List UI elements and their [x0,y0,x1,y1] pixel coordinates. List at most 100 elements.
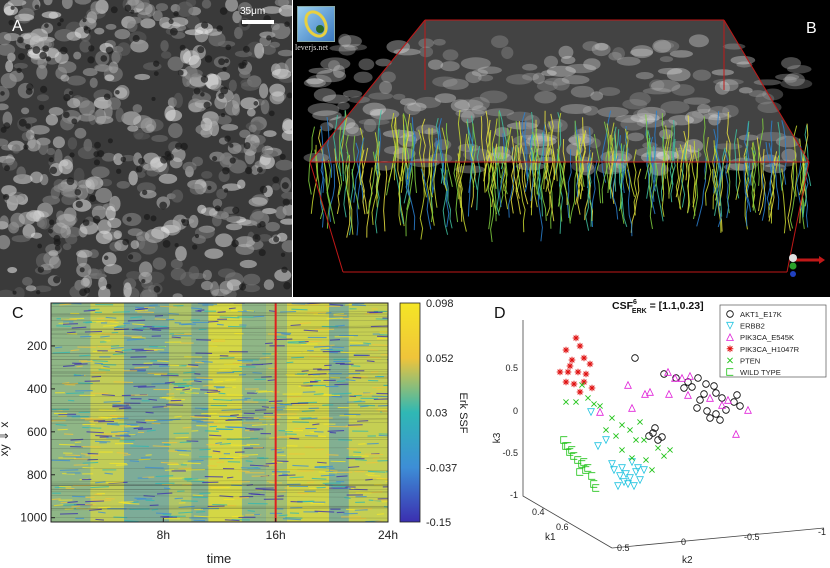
heatmap-streak [59,469,79,471]
heatmap-streak [151,329,162,331]
cell-track [554,112,562,176]
cell-blob [38,216,48,229]
volume-texture [652,39,672,53]
heatmap-streak [237,359,253,362]
axis-orientation-gizmo[interactable] [781,250,825,280]
cell-track [624,128,635,198]
cell-blob [94,27,105,35]
y-tick-label: 200 [27,339,47,353]
cell-track [501,146,509,210]
heatmap-streak [101,394,115,397]
heatmap-streak [62,503,77,506]
heatmap-streak [163,487,171,490]
volume-texture [307,103,340,117]
heatmap-streak [287,340,306,343]
heatmap-streak [193,515,210,518]
heatmap-streak [97,346,113,348]
cell-nucleus [143,213,151,221]
heatmap-streak [92,320,105,323]
volume-texture [477,66,502,74]
scatter-point [608,460,616,469]
volume-texture [316,69,347,83]
cell-blob [144,228,165,244]
heatmap-streak [231,515,244,518]
cell-nucleus [23,144,29,150]
cell-blob [201,280,214,291]
scatter-point [619,447,625,453]
heatmap-streak [164,381,175,384]
cell-nucleus [124,4,132,12]
leverjs-logo[interactable] [297,6,335,42]
cell-logo-icon [304,10,328,38]
volume-texture [711,69,734,76]
scatter-legend [719,304,827,378]
scatter-point [609,415,615,421]
volume-texture [471,105,487,115]
cell-blob [22,276,33,286]
panel-label-a: A [12,18,23,35]
volume-texture [691,108,718,119]
heatmap-streak [175,436,189,439]
volume-texture [560,104,592,115]
volume-texture [757,101,782,114]
volume-texture [522,63,538,71]
cell-track [502,127,512,192]
cell-nucleus [48,219,55,225]
heatmap-streak [286,408,300,411]
heatmap-streak [376,478,388,481]
k2-tick-label: -1 [818,527,826,537]
cell-blob [165,109,183,122]
cell-track [421,118,426,182]
volume-texture [468,96,490,111]
cell-nucleus [257,223,262,228]
scatter-point [568,356,576,364]
heatmap-streak [314,466,335,469]
cell-track [743,132,750,198]
volume-texture [552,77,570,91]
heatmap-streak [54,486,66,489]
cell-blob [30,171,43,184]
cell-blob [282,118,292,131]
track-line [51,382,388,385]
cell-nucleus [244,166,253,175]
heatmap-streak [159,397,172,399]
heatmap-streak [153,419,173,422]
heatmap-streak [330,469,338,472]
heatmap-streak [366,360,375,363]
heatmap-streak [193,380,202,383]
cell-nucleus [93,159,100,166]
cell-track [348,154,354,235]
heatmap-streak [240,467,261,469]
heatmap-streak [113,381,133,383]
volume-texture [615,115,646,123]
cell-blob [95,187,113,203]
heatmap-streak [357,420,369,422]
cell-track [558,156,565,222]
x-tick-label: 24h [378,528,398,542]
cell-track [308,126,315,195]
heatmap-streak [209,434,222,437]
cell-track [410,122,417,193]
cell-track [547,151,555,222]
cell-blob [228,79,237,92]
legend-entry: PIK3CA_E545K [740,333,794,342]
heatmap-streak [66,392,85,395]
scatter-point [688,383,696,391]
cell-track [326,159,332,229]
cell-track [504,127,509,195]
cell-track [746,150,755,213]
heatmap-streak [76,365,83,368]
cell-blob [239,129,251,139]
cell-nucleus [220,86,229,95]
cell-blob [168,123,183,139]
legend-marker [727,357,733,364]
cell-blob [0,289,15,297]
scatter-point [744,405,752,414]
cell-blob [26,139,41,152]
heatmap-streak [278,474,296,477]
heatmap-streak [329,303,344,306]
cell-blob [142,163,159,171]
volume-texture [630,112,660,123]
cell-track [744,122,752,186]
scatter-point [594,442,602,451]
